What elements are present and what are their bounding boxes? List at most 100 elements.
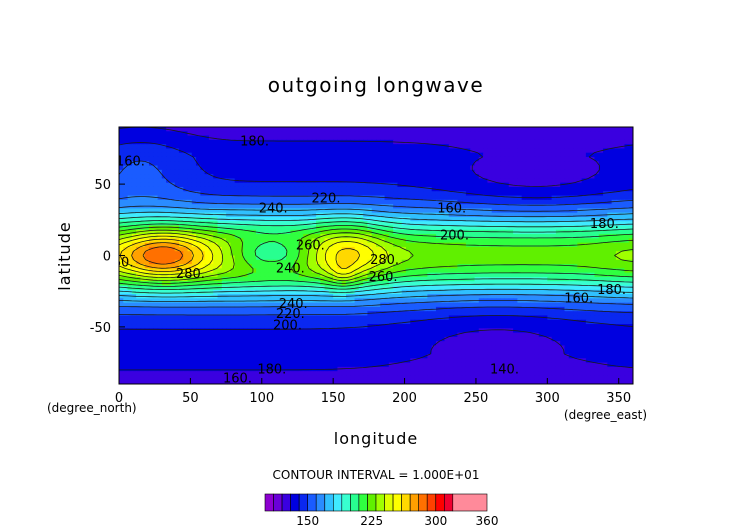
heatmap-cell (247, 195, 253, 201)
heatmap-cell (281, 289, 287, 295)
heatmap-cell (444, 199, 450, 205)
heatmap-cell (161, 178, 167, 184)
heatmap-cell (136, 246, 142, 252)
heatmap-cell (405, 152, 411, 158)
heatmap-cell (226, 238, 231, 244)
heatmap-cell (380, 161, 386, 167)
heatmap-cell (341, 208, 347, 214)
heatmap-cell (380, 285, 386, 291)
heatmap-cell (238, 276, 244, 282)
heatmap-cell (491, 242, 497, 248)
heatmap-cell (483, 225, 488, 231)
heatmap-cell (491, 259, 497, 265)
heatmap-cell (410, 272, 416, 278)
heatmap-cell (251, 144, 257, 150)
heatmap-cell (316, 195, 321, 201)
heatmap-cell (393, 216, 399, 222)
heatmap-cell (290, 208, 296, 214)
heatmap-cell (358, 148, 364, 154)
heatmap-cell (196, 131, 201, 137)
heatmap-cell (290, 302, 296, 308)
heatmap-cell (573, 212, 578, 218)
heatmap-cell (230, 302, 236, 308)
heatmap-cell (393, 127, 399, 132)
heatmap-cell (123, 251, 129, 257)
heatmap-cell (131, 169, 137, 175)
heatmap-cell (517, 246, 523, 252)
heatmap-cell (508, 212, 514, 218)
heatmap-cell (555, 212, 561, 218)
heatmap-cell (504, 161, 510, 167)
heatmap-cell (144, 169, 150, 175)
heatmap-cell (474, 131, 480, 137)
heatmap-cell (174, 255, 180, 261)
heatmap-cell (148, 144, 154, 150)
heatmap-cell (333, 199, 339, 205)
heatmap-cell (628, 242, 633, 248)
heatmap-cell (393, 182, 399, 188)
heatmap-cell (504, 148, 510, 154)
heatmap-cell (183, 169, 189, 175)
heatmap-cell (435, 144, 441, 150)
heatmap-cell (538, 165, 544, 171)
heatmap-cell (478, 285, 484, 291)
heatmap-cell (376, 281, 381, 287)
heatmap-cell (585, 264, 591, 269)
heatmap-cell (358, 251, 364, 257)
heatmap-cell (495, 131, 501, 137)
heatmap-cell (491, 246, 497, 252)
heatmap-cell (388, 161, 394, 167)
heatmap-cell (324, 251, 330, 257)
heatmap-cell (119, 212, 124, 218)
heatmap-cell (200, 276, 206, 282)
heatmap-cell (611, 242, 617, 248)
heatmap-cell (628, 199, 633, 205)
heatmap-cell (260, 135, 266, 141)
heatmap-cell (380, 229, 386, 235)
heatmap-cell (513, 259, 518, 265)
heatmap-cell (371, 259, 377, 265)
heatmap-cell (431, 221, 437, 227)
heatmap-cell (247, 161, 253, 167)
heatmap-cell (500, 285, 506, 291)
heatmap-cell (435, 204, 441, 209)
heatmap-cell (534, 276, 540, 282)
heatmap-cell (508, 135, 514, 141)
heatmap-cell (393, 234, 399, 239)
heatmap-cell (131, 161, 137, 167)
heatmap-cell (513, 139, 518, 145)
heatmap-cell (577, 139, 583, 145)
heatmap-cell (144, 246, 150, 252)
heatmap-cell (307, 204, 313, 209)
heatmap-cell (440, 169, 446, 175)
heatmap-cell (491, 289, 497, 295)
heatmap-cell (196, 229, 201, 235)
heatmap-cell (196, 255, 201, 261)
heatmap-cell (200, 212, 206, 218)
heatmap-cell (358, 204, 364, 209)
heatmap-cell (316, 144, 321, 150)
heatmap-cell (560, 259, 566, 265)
heatmap-cell (474, 216, 480, 222)
heatmap-cell (264, 268, 270, 274)
heatmap-cell (148, 212, 154, 218)
heatmap-cell (487, 238, 493, 244)
heatmap-cell (547, 165, 553, 171)
heatmap-cell (178, 259, 184, 265)
heatmap-cell (478, 216, 484, 222)
heatmap-cell (405, 156, 411, 162)
heatmap-cell (243, 255, 249, 261)
heatmap-cell (157, 191, 163, 197)
heatmap-cell (183, 246, 189, 252)
heatmap-cell (161, 199, 167, 205)
heatmap-cell (380, 225, 386, 231)
heatmap-cell (320, 229, 326, 235)
heatmap-cell (577, 169, 583, 175)
heatmap-cell (543, 268, 548, 274)
heatmap-cell (153, 199, 159, 205)
heatmap-cell (573, 174, 578, 179)
heatmap-cell (551, 238, 557, 244)
heatmap-cell (607, 169, 613, 175)
heatmap-cell (123, 127, 129, 132)
heatmap-cell (487, 255, 493, 261)
